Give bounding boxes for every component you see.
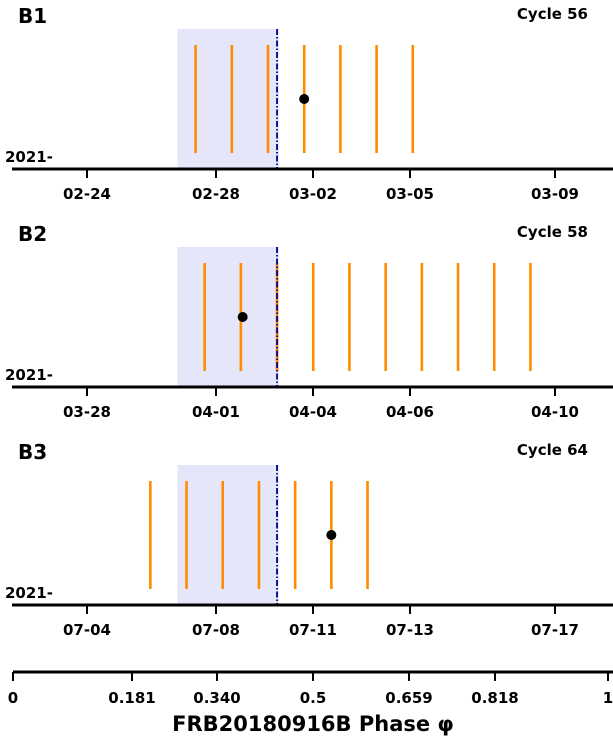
cycle-label: Cycle 58 xyxy=(517,223,588,241)
panel-label: B3 xyxy=(18,440,47,464)
phase-tick-label: 1 xyxy=(603,689,613,707)
phase-axis-title: FRB20180916B Phase φ xyxy=(172,712,454,736)
time-tick-label: 07-11 xyxy=(289,621,337,639)
time-tick-label: 04-06 xyxy=(386,403,434,421)
phase-tick-label: 0 xyxy=(8,689,18,707)
time-tick-label: 04-01 xyxy=(192,403,240,421)
highlight-band xyxy=(177,29,279,169)
panel-b2: 03-28 04-01 04-04 04-06 04-10 2021- B2 Cycle 58 xyxy=(5,222,613,421)
time-tick-label: 07-13 xyxy=(386,621,434,639)
time-tick-label: 03-28 xyxy=(63,403,111,421)
phase-tick-label: 0.818 xyxy=(471,689,518,707)
highlight-band xyxy=(177,465,279,605)
time-tick-label: 07-08 xyxy=(192,621,240,639)
time-tick-label: 04-04 xyxy=(289,403,337,421)
detection-point xyxy=(299,94,310,104)
time-tick-label: 04-10 xyxy=(531,403,579,421)
panel-b1: 02-24 02-28 03-02 03-05 03-09 2021- B1 Cycle 56 xyxy=(5,4,613,203)
panel-label: B2 xyxy=(18,222,47,246)
time-tick-label: 03-02 xyxy=(289,185,337,203)
phase-axis: 0 0.181 0.340 0.5 0.659 0.818 1 FRB20180916B Ph… xyxy=(8,670,613,736)
detection-point xyxy=(326,530,337,540)
phase-tick-label: 0.659 xyxy=(385,689,432,707)
time-tick-label: 03-09 xyxy=(531,185,579,203)
year-prefix: 2021- xyxy=(5,584,53,602)
year-prefix: 2021- xyxy=(5,366,53,384)
phase-tick-label: 0.5 xyxy=(300,689,327,707)
time-tick-label: 02-28 xyxy=(192,185,240,203)
time-tick-label: 03-05 xyxy=(386,185,434,203)
cycle-label: Cycle 64 xyxy=(517,441,588,459)
panel-b3: 07-04 07-08 07-11 07-13 07-17 2021- B3 Cycle 64 xyxy=(5,440,613,639)
panel-label: B1 xyxy=(18,4,47,28)
panels-layer: 02-24 02-28 03-02 03-05 03-09 2021- B1 Cycle 56… xyxy=(5,4,613,639)
cycle-label: Cycle 56 xyxy=(517,5,588,23)
time-tick-label: 07-17 xyxy=(531,621,579,639)
time-tick-label: 07-04 xyxy=(63,621,111,639)
phase-tick-label: 0.181 xyxy=(108,689,155,707)
year-prefix: 2021- xyxy=(5,148,53,166)
time-tick-label: 02-24 xyxy=(63,185,111,203)
highlight-band xyxy=(177,247,279,387)
phase-tick-label: 0.340 xyxy=(193,689,240,707)
detection-point xyxy=(237,312,248,322)
